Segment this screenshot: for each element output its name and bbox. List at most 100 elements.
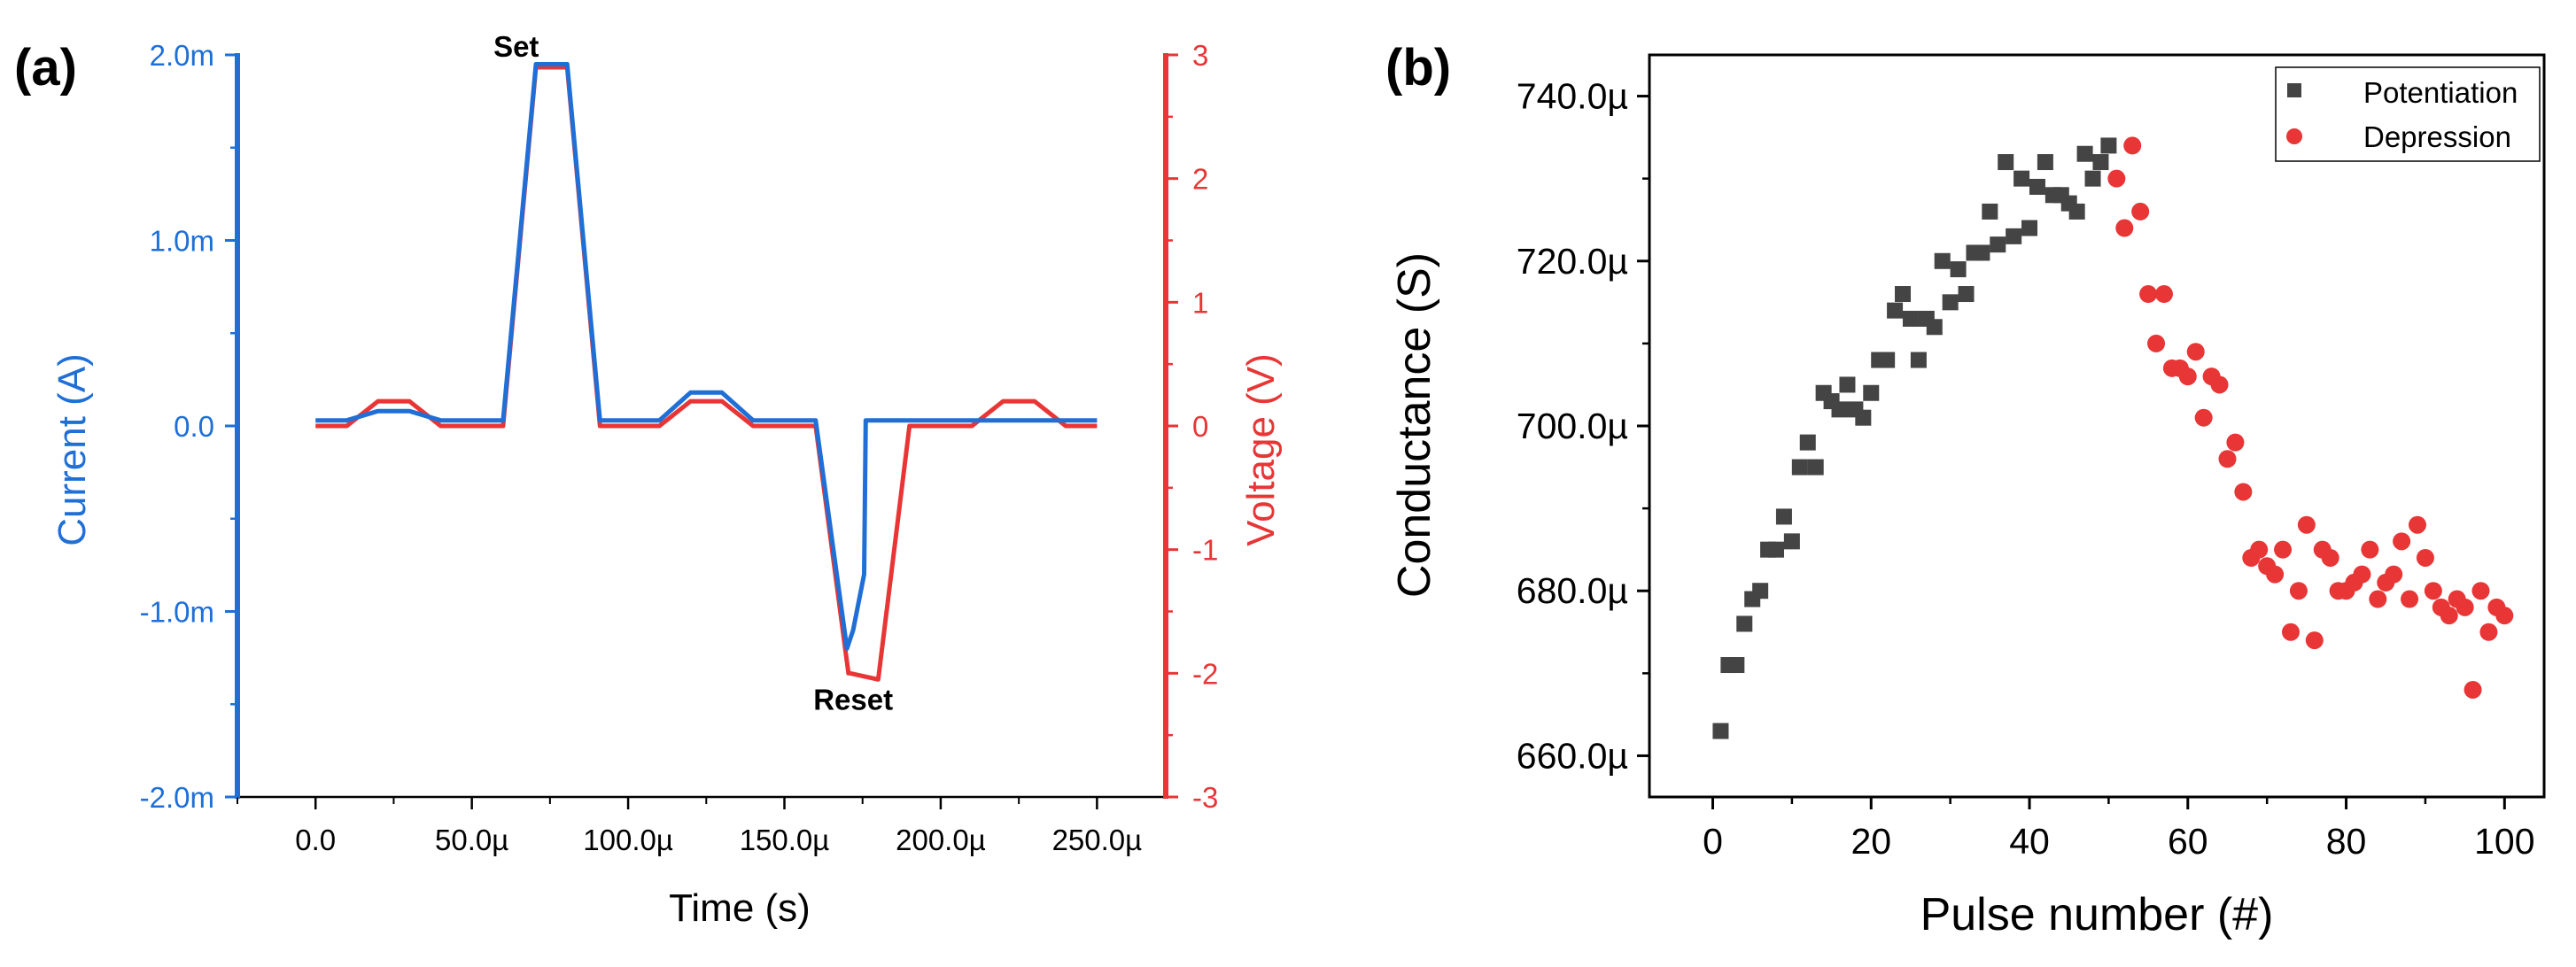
- potentiation-point: [1799, 434, 1816, 451]
- depression-point: [2393, 532, 2411, 551]
- potentiation-point: [2013, 170, 2030, 187]
- panel-a-right-y-label: Voltage (V): [1239, 353, 1283, 546]
- potentiation-point: [2092, 154, 2109, 171]
- potentiation-point: [1752, 583, 1769, 600]
- x-tick-label: 250.0µ: [1052, 824, 1143, 856]
- x-tick-label: 150.0µ: [740, 824, 830, 856]
- depression-point: [2154, 285, 2173, 304]
- potentiation-point: [1839, 376, 1856, 393]
- panel-a-x-ticks: 0.0 50.0µ 100.0µ 150.0µ 200.0µ 250.0µ: [237, 797, 1142, 856]
- depression-point: [2281, 623, 2300, 641]
- depression-point: [2361, 540, 2379, 559]
- left-y-tick-label: 0.0: [174, 410, 214, 443]
- voltage-line: [315, 65, 1098, 682]
- panel-a: (a) 0.0 50.0µ 100.0µ 150.0µ 200.0µ 250.0µ -2.…: [14, 30, 1283, 930]
- depression-point: [2266, 565, 2285, 584]
- potentiation-point: [1712, 723, 1729, 739]
- depression-point: [2369, 590, 2387, 608]
- depression-point: [2194, 408, 2213, 427]
- set-annotation: Set: [493, 30, 539, 63]
- depression-point: [2456, 598, 2474, 616]
- potentiation-point: [1990, 236, 2006, 253]
- potentiation-point: [2084, 170, 2101, 187]
- depression-point: [2218, 450, 2237, 468]
- panel-a-right-ticks: -3 -2 -1 0 1 2 3: [1166, 39, 1218, 814]
- potentiation-point: [1791, 459, 1808, 476]
- potentiation-point: [1942, 294, 1959, 311]
- panel-b-x-ticks: 0 20 40 60 80 100: [1703, 797, 2535, 862]
- potentiation-point: [1895, 286, 1912, 303]
- left-y-tick-label: 1.0m: [150, 225, 214, 258]
- right-y-tick-label: 2: [1192, 163, 1208, 196]
- x-tick-label: 0.0: [295, 824, 336, 856]
- panel-a-x-label: Time (s): [669, 886, 811, 930]
- depression-point: [2139, 285, 2158, 304]
- potentiation-point: [1863, 384, 1880, 401]
- panel-b-y-label: Conductance (S): [1389, 252, 1440, 598]
- depression-point: [2178, 367, 2197, 386]
- left-y-tick-label: 2.0m: [150, 39, 214, 72]
- potentiation-point: [1910, 352, 1927, 368]
- left-y-tick-label: -1.0m: [140, 596, 214, 629]
- panel-b-x-label: Pulse number (#): [1920, 889, 2274, 940]
- depression-point: [2107, 169, 2126, 188]
- y-tick-label: 700.0µ: [1517, 406, 1628, 446]
- depression-point: [2210, 375, 2229, 394]
- legend-box: [2275, 66, 2541, 162]
- x-tick-label: 200.0µ: [896, 824, 986, 856]
- panel-b-plot-area: [1712, 136, 2514, 739]
- reset-annotation: Reset: [813, 684, 893, 716]
- depression-point: [2495, 607, 2514, 625]
- y-tick-label: 740.0µ: [1517, 76, 1628, 117]
- x-tick-label: 50.0µ: [435, 824, 508, 856]
- panel-b-legend: Potentiation Depression: [2275, 66, 2541, 162]
- potentiation-point: [1982, 203, 1998, 220]
- legend-potentiation-marker: [2287, 83, 2301, 97]
- panel-a-label: (a): [14, 39, 77, 97]
- x-tick-label: 100.0µ: [583, 824, 673, 856]
- right-y-tick-label: -1: [1192, 534, 1218, 567]
- depression-point: [2385, 565, 2403, 584]
- panel-a-left-ticks: -2.0m -1.0m 0.0 1.0m 2.0m: [140, 39, 237, 814]
- depression-point: [2353, 565, 2371, 584]
- depression-point: [2401, 590, 2419, 608]
- legend-depression-marker: [2286, 128, 2302, 144]
- depression-point: [2234, 483, 2253, 501]
- depression-point: [2463, 680, 2482, 699]
- left-y-tick-label: -2.0m: [140, 781, 214, 814]
- potentiation-point: [1902, 310, 1919, 327]
- potentiation-point: [2021, 220, 2038, 236]
- x-tick-label: 40: [2009, 821, 2050, 862]
- potentiation-point: [1958, 286, 1975, 303]
- panel-a-plot-area: [315, 62, 1098, 682]
- x-tick-label: 80: [2326, 821, 2367, 862]
- x-tick-label: 100: [2474, 821, 2534, 862]
- panel-b-y-ticks: 660.0µ 680.0µ 700.0µ 720.0µ 740.0µ: [1517, 76, 1649, 776]
- depression-point: [2289, 582, 2308, 600]
- potentiation-point: [2100, 137, 2117, 154]
- depression-point: [2297, 515, 2316, 534]
- y-tick-label: 680.0µ: [1517, 570, 1628, 611]
- right-y-tick-label: -2: [1192, 657, 1218, 690]
- x-tick-label: 60: [2168, 821, 2208, 862]
- potentiation-point: [1807, 459, 1824, 476]
- depression-point: [2471, 582, 2490, 600]
- potentiation-point: [1950, 261, 1967, 278]
- potentiation-point: [1831, 401, 1848, 418]
- potentiation-point: [2037, 154, 2053, 171]
- depression-point: [2305, 631, 2324, 650]
- depression-point: [2321, 548, 2339, 567]
- depression-point: [2131, 202, 2150, 220]
- potentiation-point: [1775, 508, 1792, 525]
- panel-b: (b) 0 20 40 60 80 100 660.0µ 680.0µ 700.0µ 720.0…: [1385, 39, 2546, 940]
- x-tick-label: 0: [1703, 821, 1723, 862]
- panel-b-label: (b): [1385, 39, 1451, 97]
- potentiation-point: [1736, 615, 1753, 632]
- potentiation-point: [2029, 178, 2045, 195]
- potentiation-point: [1855, 409, 1872, 426]
- depression-point: [2440, 607, 2458, 625]
- potentiation-point: [1926, 319, 1943, 336]
- depression-point: [2479, 623, 2498, 641]
- legend-depression-label: Depression: [2363, 120, 2511, 153]
